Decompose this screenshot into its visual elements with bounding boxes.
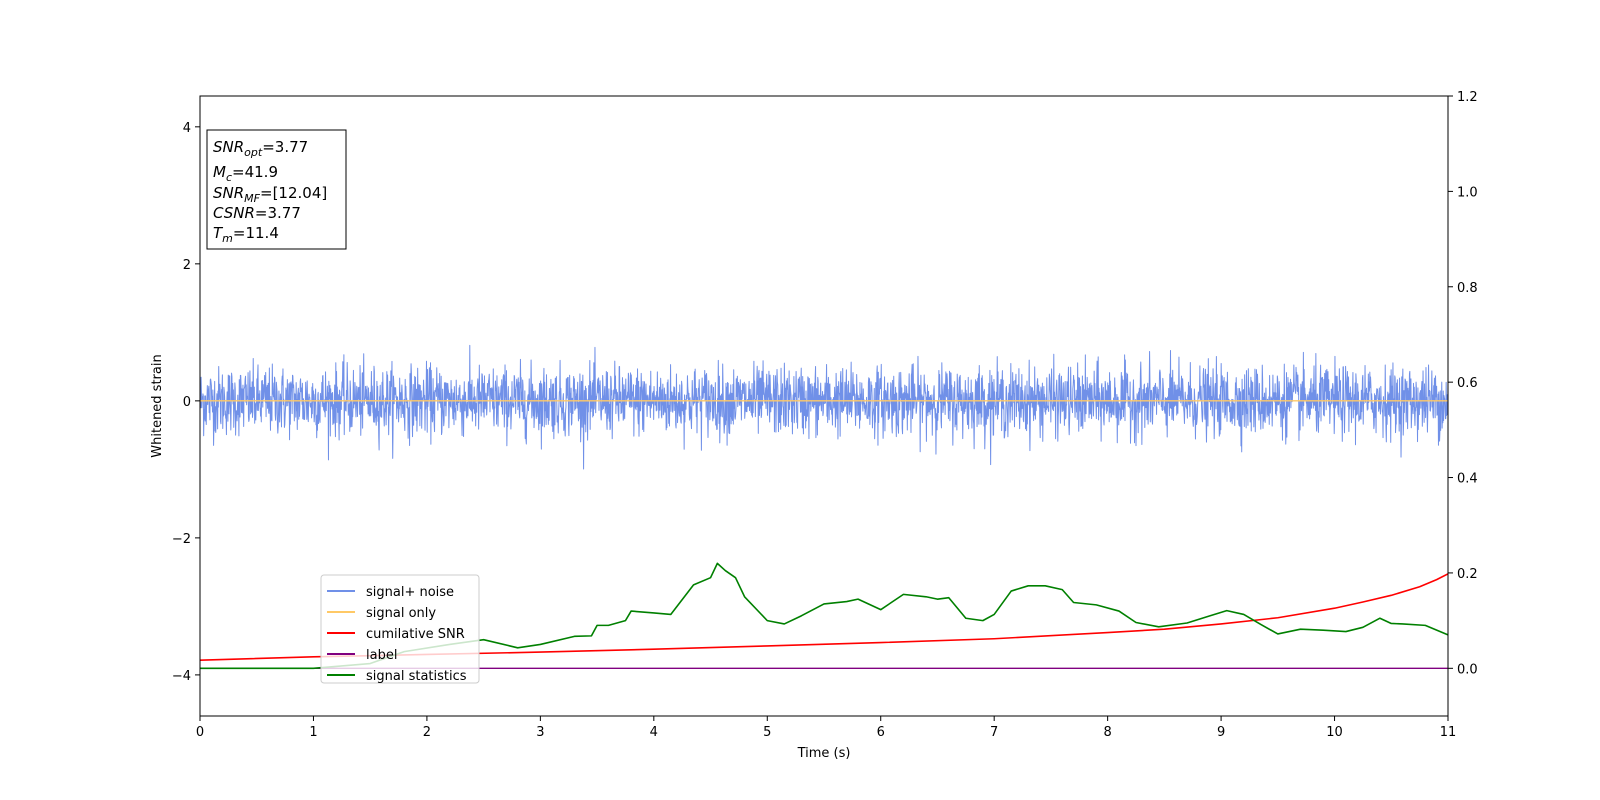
plot-frame — [199, 95, 1449, 717]
y-left-tick-label: 4 — [183, 121, 191, 136]
x-tick-label: 11 — [1440, 725, 1457, 740]
legend: signal+ noise signal only cumilative SNR la… — [320, 574, 480, 684]
x-axis-label: Time (s) — [797, 746, 851, 761]
x-tick-label: 0 — [196, 725, 204, 740]
legend-label: cumilative SNR — [366, 627, 465, 642]
annotation-subscript: m — [222, 232, 233, 245]
annotation-line: SNRMF=[12.04] — [213, 184, 327, 205]
x-tick-label: 5 — [763, 725, 771, 740]
x-tick-label: 9 — [1217, 725, 1225, 740]
legend-label: signal+ noise — [366, 585, 454, 600]
y-axis-left: −4 −2 0 2 4 — [172, 121, 200, 684]
annotation-symbol: SNR — [213, 184, 244, 202]
x-tick-label: 10 — [1326, 725, 1343, 740]
y-left-tick-label: 2 — [183, 258, 191, 273]
annotation-symbol: SNR — [213, 138, 244, 156]
annotation-symbol: CSNR — [213, 204, 255, 222]
annotation-value: =3.77 — [262, 138, 308, 156]
y-right-tick-label: 0.6 — [1457, 376, 1478, 391]
legend-label: signal statistics — [366, 669, 467, 684]
annotation-subscript: opt — [244, 146, 263, 159]
annotation-subscript: MF — [244, 192, 260, 205]
annotation-frame — [206, 129, 347, 250]
x-tick-label: 1 — [309, 725, 317, 740]
annotation-line: SNRopt=3.77 — [213, 138, 308, 159]
series-line-signal-noise — [200, 344, 1448, 470]
y-left-tick-label: −2 — [172, 532, 191, 547]
x-tick-label: 6 — [877, 725, 885, 740]
annotation-symbol: T — [213, 224, 224, 242]
y-right-tick-label: 0.8 — [1457, 281, 1478, 296]
annotation-value: =41.9 — [232, 163, 278, 181]
legend-label: signal only — [366, 606, 436, 621]
x-axis: 0 1 2 3 4 5 6 7 8 9 10 11 — [196, 716, 1456, 740]
x-tick-label: 2 — [423, 725, 431, 740]
x-tick-label: 4 — [650, 725, 658, 740]
x-tick-label: 3 — [536, 725, 544, 740]
y-left-tick-label: −4 — [172, 669, 191, 684]
y-left-tick-label: 0 — [183, 395, 191, 410]
annotation-value: =[12.04] — [260, 184, 327, 202]
series-line-signal-statistics — [200, 562, 1448, 670]
annotation-line: Mc=41.9 — [213, 163, 278, 184]
y-axis-right: 0.0 0.2 0.4 0.6 0.8 1.0 1.2 — [1448, 90, 1478, 677]
annotation-symbol: M — [213, 163, 226, 181]
y-axis-label: Whitened strain — [150, 354, 165, 457]
y-right-tick-label: 0.4 — [1457, 472, 1478, 487]
annotation-value: =11.4 — [233, 224, 279, 242]
annotation-box: SNRopt=3.77Mc=41.9SNRMF=[12.04]CSNR=3.77… — [206, 129, 347, 250]
y-right-tick-label: 1.0 — [1457, 185, 1478, 200]
annotation-line: CSNR=3.77 — [213, 204, 301, 222]
y-right-tick-label: 0.2 — [1457, 567, 1478, 582]
x-tick-label: 7 — [990, 725, 998, 740]
legend-label: label — [366, 648, 397, 663]
y-right-tick-label: 0.0 — [1457, 662, 1478, 677]
x-tick-label: 8 — [1103, 725, 1111, 740]
annotation-line: Tm=11.4 — [213, 224, 279, 245]
legend-frame — [320, 574, 480, 684]
annotation-subscript: c — [226, 171, 232, 184]
y-right-tick-label: 1.2 — [1457, 90, 1478, 105]
series-line-cumilative-snr — [200, 573, 1448, 661]
annotation-value: =3.77 — [255, 204, 301, 222]
